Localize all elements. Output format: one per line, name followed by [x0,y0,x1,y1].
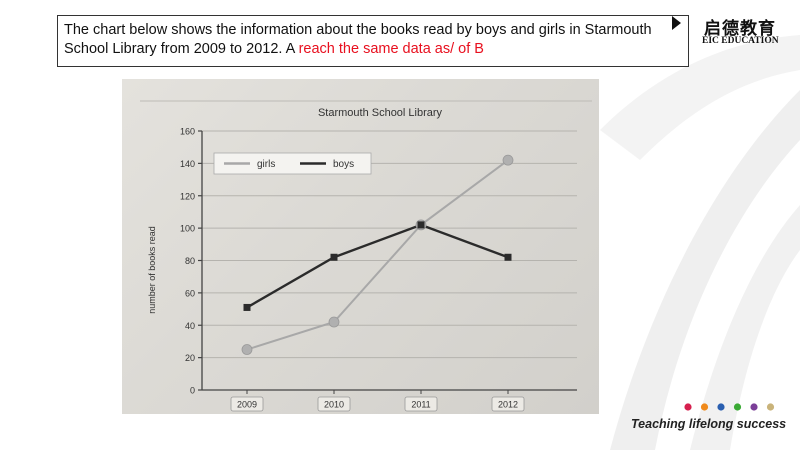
x-tick-label: 2009 [237,400,257,410]
data-point-boys [417,221,425,229]
eic-logo: 启德教育 EIC EDUCATION [668,12,788,52]
logo-english-name: EIC EDUCATION [702,36,779,46]
intro-text: The chart below shows the information ab… [64,22,652,57]
data-point-boys [330,253,338,261]
data-point-boys [504,253,512,261]
y-tick-label: 160 [180,127,195,137]
data-point-girls [241,344,253,355]
chart-photo: Starmouth School Library number of books… [122,79,599,414]
legend-label-girls: girls [257,159,275,170]
y-tick-label: 0 [190,386,195,396]
logo-chinese-name: 启德教育 [704,19,776,39]
intro-red-annotation: reach the same data as/ of B [298,41,484,57]
x-tick-box [491,396,525,412]
x-tick-box [404,396,438,412]
brand-dot [750,403,758,411]
legend-label-boys: boys [333,159,354,170]
data-point-girls [502,154,514,166]
y-tick-label: 40 [185,321,195,331]
legend-box [213,152,372,175]
y-tick-label: 140 [180,159,195,169]
brand-dot [733,403,742,411]
y-tick-label: 120 [180,191,195,201]
logo-arrow-icon [672,16,681,30]
brand-dots [684,403,775,411]
y-tick-label: 100 [180,224,195,234]
series-line-boys [246,223,509,309]
chart-title: Starmouth School Library [318,107,443,119]
x-tick-label: 2010 [324,400,344,410]
y-tick-label: 60 [185,288,195,298]
x-tick-box [317,396,351,412]
data-point-boys [243,303,251,311]
y-tick-label: 80 [185,256,195,266]
x-tick-box [230,396,264,412]
line-chart: Starmouth School Library number of books… [140,100,592,412]
brand-dot [684,403,692,411]
brand-dot [700,403,709,411]
x-tick-label: 2011 [411,400,430,410]
series-line-girls [246,159,509,351]
question-text-box: The chart below shows the information ab… [57,15,689,67]
data-point-girls [328,316,340,328]
y-tick-label: 20 [185,353,195,363]
y-axis-label: number of books read [147,226,157,314]
brand-slogan: Teaching lifelong success [631,417,787,431]
x-tick-label: 2012 [498,400,518,410]
brand-dot [717,403,725,411]
brand-dot [766,403,775,411]
